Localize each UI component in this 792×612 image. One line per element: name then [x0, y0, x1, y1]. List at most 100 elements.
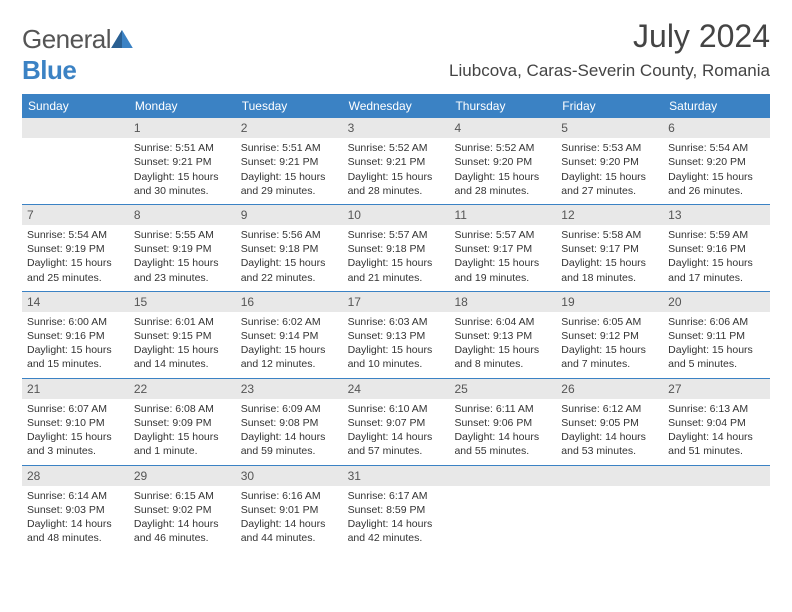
day-details: Sunrise: 6:00 AMSunset: 9:16 PMDaylight:… — [27, 315, 124, 372]
day-details: Sunrise: 6:02 AMSunset: 9:14 PMDaylight:… — [241, 315, 338, 372]
calendar-cell — [556, 466, 663, 552]
day-number: 3 — [343, 118, 450, 138]
calendar-cell: 10 Sunrise: 5:57 AMSunset: 9:18 PMDayligh… — [343, 205, 450, 291]
day-number: 21 — [22, 379, 129, 399]
calendar-cell: 30Sunrise: 6:16 AMSunset: 9:01 PMDayligh… — [236, 466, 343, 552]
calendar-cell: 5 Sunrise: 5:53 AMSunset: 9:20 PMDaylight… — [556, 118, 663, 204]
calendar-cell: 2 Sunrise: 5:51 AMSunset: 9:21 PMDaylight… — [236, 118, 343, 204]
calendar-cell: 23 Sunrise: 6:09 AMSunset: 9:08 PMDayligh… — [236, 379, 343, 465]
day-number: 10 — [343, 205, 450, 225]
location-text: Liubcova, Caras-Severin County, Romania — [449, 61, 770, 81]
brand-name-b: Blue — [22, 55, 76, 85]
calendar-cell: 3 Sunrise: 5:52 AMSunset: 9:21 PMDaylight… — [343, 118, 450, 204]
calendar-cell: 18 Sunrise: 6:04 AMSunset: 9:13 PMDayligh… — [449, 292, 556, 378]
day-details: Sunrise: 6:05 AMSunset: 9:12 PMDaylight:… — [561, 315, 658, 372]
day-details: Sunrise: 5:54 AMSunset: 9:19 PMDaylight:… — [27, 228, 124, 285]
calendar-page: GeneralBlue July 2024 Liubcova, Caras-Se… — [0, 0, 792, 569]
day-number: 5 — [556, 118, 663, 138]
day-details: Sunrise: 5:56 AMSunset: 9:18 PMDaylight:… — [241, 228, 338, 285]
day-details: Sunrise: 5:59 AMSunset: 9:16 PMDaylight:… — [668, 228, 765, 285]
calendar-row: 1Sunrise: 5:51 AMSunset: 9:21 PMDaylight… — [22, 118, 770, 204]
brand-logo: GeneralBlue — [22, 18, 133, 86]
calendar-row: 14Sunrise: 6:00 AMSunset: 9:16 PMDayligh… — [22, 291, 770, 378]
day-number: 12 — [556, 205, 663, 225]
calendar-cell: 20 Sunrise: 6:06 AMSunset: 9:11 PMDayligh… — [663, 292, 770, 378]
day-number: 23 — [236, 379, 343, 399]
weekday-label: Sunday — [22, 94, 129, 118]
calendar-cell: 13Sunrise: 5:59 AMSunset: 9:16 PMDayligh… — [663, 205, 770, 291]
calendar-cell — [449, 466, 556, 552]
calendar-cell: 31 Sunrise: 6:17 AMSunset: 8:59 PMDayligh… — [343, 466, 450, 552]
day-details: Sunrise: 6:04 AMSunset: 9:13 PMDaylight:… — [454, 315, 551, 372]
weekday-label: Friday — [556, 94, 663, 118]
brand-name-a: General — [22, 24, 111, 54]
calendar-cell: 4 Sunrise: 5:52 AMSunset: 9:20 PMDaylight… — [449, 118, 556, 204]
day-number-empty — [22, 118, 129, 138]
calendar-row: 21 Sunrise: 6:07 AMSunset: 9:10 PMDayligh… — [22, 378, 770, 465]
calendar-row: 7 Sunrise: 5:54 AMSunset: 9:19 PMDaylight… — [22, 204, 770, 291]
calendar-cell: 8Sunrise: 5:55 AMSunset: 9:19 PMDaylight… — [129, 205, 236, 291]
weekday-label: Monday — [129, 94, 236, 118]
page-header: GeneralBlue July 2024 Liubcova, Caras-Se… — [22, 18, 770, 86]
day-number: 28 — [22, 466, 129, 486]
brand-name: GeneralBlue — [22, 24, 133, 86]
calendar-cell: 24 Sunrise: 6:10 AMSunset: 9:07 PMDayligh… — [343, 379, 450, 465]
calendar-grid: Sunday Monday Tuesday Wednesday Thursday… — [22, 94, 770, 551]
day-number: 30 — [236, 466, 343, 486]
day-details: Sunrise: 5:51 AMSunset: 9:21 PMDaylight:… — [241, 141, 338, 198]
day-number: 4 — [449, 118, 556, 138]
title-block: July 2024 Liubcova, Caras-Severin County… — [449, 18, 770, 81]
day-number: 26 — [556, 379, 663, 399]
day-details: Sunrise: 6:10 AMSunset: 9:07 PMDaylight:… — [348, 402, 445, 459]
day-details: Sunrise: 6:09 AMSunset: 9:08 PMDaylight:… — [241, 402, 338, 459]
day-number: 15 — [129, 292, 236, 312]
day-number: 24 — [343, 379, 450, 399]
weekday-label: Thursday — [449, 94, 556, 118]
day-details: Sunrise: 5:52 AMSunset: 9:21 PMDaylight:… — [348, 141, 445, 198]
day-details: Sunrise: 5:57 AMSunset: 9:18 PMDaylight:… — [348, 228, 445, 285]
day-details: Sunrise: 6:07 AMSunset: 9:10 PMDaylight:… — [27, 402, 124, 459]
day-details: Sunrise: 6:12 AMSunset: 9:05 PMDaylight:… — [561, 402, 658, 459]
calendar-cell: 25Sunrise: 6:11 AMSunset: 9:06 PMDayligh… — [449, 379, 556, 465]
day-details: Sunrise: 5:55 AMSunset: 9:19 PMDaylight:… — [134, 228, 231, 285]
day-details: Sunrise: 6:14 AMSunset: 9:03 PMDaylight:… — [27, 489, 124, 546]
day-details: Sunrise: 5:57 AMSunset: 9:17 PMDaylight:… — [454, 228, 551, 285]
calendar-cell: 1Sunrise: 5:51 AMSunset: 9:21 PMDaylight… — [129, 118, 236, 204]
calendar-cell: 29Sunrise: 6:15 AMSunset: 9:02 PMDayligh… — [129, 466, 236, 552]
weekday-label: Tuesday — [236, 94, 343, 118]
day-number-empty — [663, 466, 770, 486]
day-details: Sunrise: 6:17 AMSunset: 8:59 PMDaylight:… — [348, 489, 445, 546]
day-number: 31 — [343, 466, 450, 486]
day-details: Sunrise: 5:54 AMSunset: 9:20 PMDaylight:… — [668, 141, 765, 198]
day-number: 7 — [22, 205, 129, 225]
calendar-cell: 6Sunrise: 5:54 AMSunset: 9:20 PMDaylight… — [663, 118, 770, 204]
calendar-cell: 9Sunrise: 5:56 AMSunset: 9:18 PMDaylight… — [236, 205, 343, 291]
calendar-cell: 28 Sunrise: 6:14 AMSunset: 9:03 PMDayligh… — [22, 466, 129, 552]
day-number: 18 — [449, 292, 556, 312]
day-details: Sunrise: 6:15 AMSunset: 9:02 PMDaylight:… — [134, 489, 231, 546]
calendar-cell: 26 Sunrise: 6:12 AMSunset: 9:05 PMDayligh… — [556, 379, 663, 465]
day-details: Sunrise: 6:03 AMSunset: 9:13 PMDaylight:… — [348, 315, 445, 372]
calendar-cell: 14Sunrise: 6:00 AMSunset: 9:16 PMDayligh… — [22, 292, 129, 378]
day-number-empty — [449, 466, 556, 486]
day-number: 2 — [236, 118, 343, 138]
day-number: 16 — [236, 292, 343, 312]
day-number-empty — [556, 466, 663, 486]
calendar-cell: 27Sunrise: 6:13 AMSunset: 9:04 PMDayligh… — [663, 379, 770, 465]
calendar-cell: 11Sunrise: 5:57 AMSunset: 9:17 PMDayligh… — [449, 205, 556, 291]
day-details: Sunrise: 5:52 AMSunset: 9:20 PMDaylight:… — [454, 141, 551, 198]
calendar-cell: 17Sunrise: 6:03 AMSunset: 9:13 PMDayligh… — [343, 292, 450, 378]
day-details: Sunrise: 6:06 AMSunset: 9:11 PMDaylight:… — [668, 315, 765, 372]
calendar-cell: 15Sunrise: 6:01 AMSunset: 9:15 PMDayligh… — [129, 292, 236, 378]
day-number: 20 — [663, 292, 770, 312]
day-number: 1 — [129, 118, 236, 138]
day-details: Sunrise: 6:13 AMSunset: 9:04 PMDaylight:… — [668, 402, 765, 459]
calendar-cell: 12Sunrise: 5:58 AMSunset: 9:17 PMDayligh… — [556, 205, 663, 291]
calendar-cell: 7 Sunrise: 5:54 AMSunset: 9:19 PMDaylight… — [22, 205, 129, 291]
day-details: Sunrise: 5:53 AMSunset: 9:20 PMDaylight:… — [561, 141, 658, 198]
calendar-row: 28 Sunrise: 6:14 AMSunset: 9:03 PMDayligh… — [22, 465, 770, 552]
calendar-cell — [22, 118, 129, 204]
day-number: 25 — [449, 379, 556, 399]
weekday-label: Saturday — [663, 94, 770, 118]
month-title: July 2024 — [449, 18, 770, 55]
